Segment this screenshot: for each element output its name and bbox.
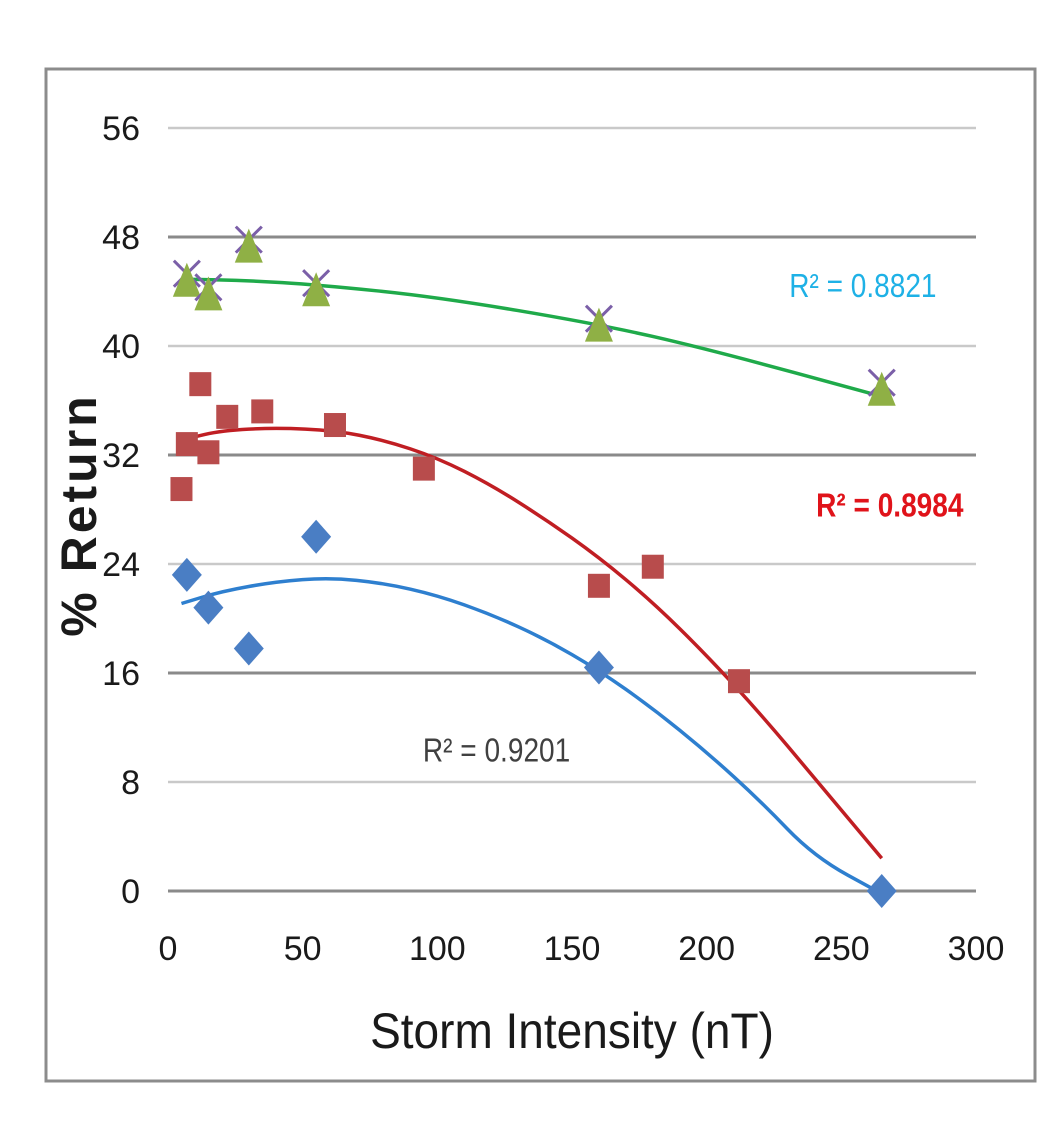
trendlines xyxy=(180,277,884,896)
data-point-square xyxy=(189,372,212,397)
y-tick-label: 0 xyxy=(121,873,140,911)
data-point-triangle xyxy=(234,225,263,263)
data-point-diamond xyxy=(583,650,614,685)
r2-label-series-3: R² = 0.9201 xyxy=(423,732,570,769)
x-tick-label: 0 xyxy=(159,930,178,968)
data-point-square xyxy=(412,456,435,481)
data-point-square xyxy=(587,573,610,598)
data-point-diamond xyxy=(171,557,202,592)
r2-label-series-2: R² = 0.8984 xyxy=(816,487,963,524)
y-tick-label: 24 xyxy=(102,546,140,584)
y-tick-labels: 0 8 16 24 32 40 48 56 xyxy=(102,110,140,911)
data-point-triangle xyxy=(867,368,896,406)
y-tick-label: 16 xyxy=(102,655,140,693)
r2-label-series-1: R² = 0.8821 xyxy=(789,268,936,305)
data-point-diamond xyxy=(301,519,332,554)
data-markers xyxy=(170,225,897,908)
trendline-series-1 xyxy=(186,277,883,399)
data-point-triangle xyxy=(194,273,223,311)
y-tick-label: 8 xyxy=(121,764,140,802)
data-point-triangle xyxy=(302,269,331,307)
x-tick-label: 250 xyxy=(813,930,870,968)
trendline-series-3 xyxy=(180,577,883,896)
trendline-series-2 xyxy=(186,426,884,860)
y-tick-label: 56 xyxy=(102,110,140,148)
data-point-square xyxy=(641,554,664,579)
data-point-triangle xyxy=(584,304,613,342)
r2-annotations: R² = 0.8821 R² = 0.8984 R² = 0.9201 xyxy=(423,268,964,769)
data-point-square xyxy=(323,413,346,438)
y-tick-label: 32 xyxy=(102,437,140,475)
gridlines xyxy=(168,126,976,893)
x-tick-label: 200 xyxy=(678,930,735,968)
data-point-square xyxy=(216,404,239,429)
x-tick-label: 50 xyxy=(284,930,322,968)
data-point-square xyxy=(727,669,750,694)
y-tick-label: 40 xyxy=(102,328,140,366)
x-axis-title: Storm Intensity (nT) xyxy=(370,1004,774,1059)
data-point-square xyxy=(175,432,198,457)
x-tick-label: 300 xyxy=(948,930,1005,968)
data-point-square xyxy=(251,399,274,424)
data-point-square xyxy=(170,477,193,502)
data-point-diamond xyxy=(866,874,897,908)
data-point-triangle xyxy=(172,259,201,297)
data-point-diamond xyxy=(233,631,264,666)
x-tick-label: 150 xyxy=(544,930,601,968)
data-point-diamond xyxy=(193,590,224,625)
data-point-square xyxy=(197,440,220,465)
x-tick-labels: 0 50 100 150 200 250 300 xyxy=(159,930,1005,968)
y-tick-label: 48 xyxy=(102,219,140,257)
x-tick-label: 100 xyxy=(409,930,466,968)
y-axis-title: % Return xyxy=(51,393,107,636)
